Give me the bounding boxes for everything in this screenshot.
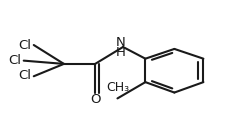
Text: O: O [90,93,100,106]
Text: Cl: Cl [9,54,21,67]
Text: Cl: Cl [18,69,31,82]
Text: H: H [115,46,125,59]
Text: N: N [115,36,125,49]
Text: CH₃: CH₃ [106,81,128,94]
Text: Cl: Cl [18,39,31,51]
